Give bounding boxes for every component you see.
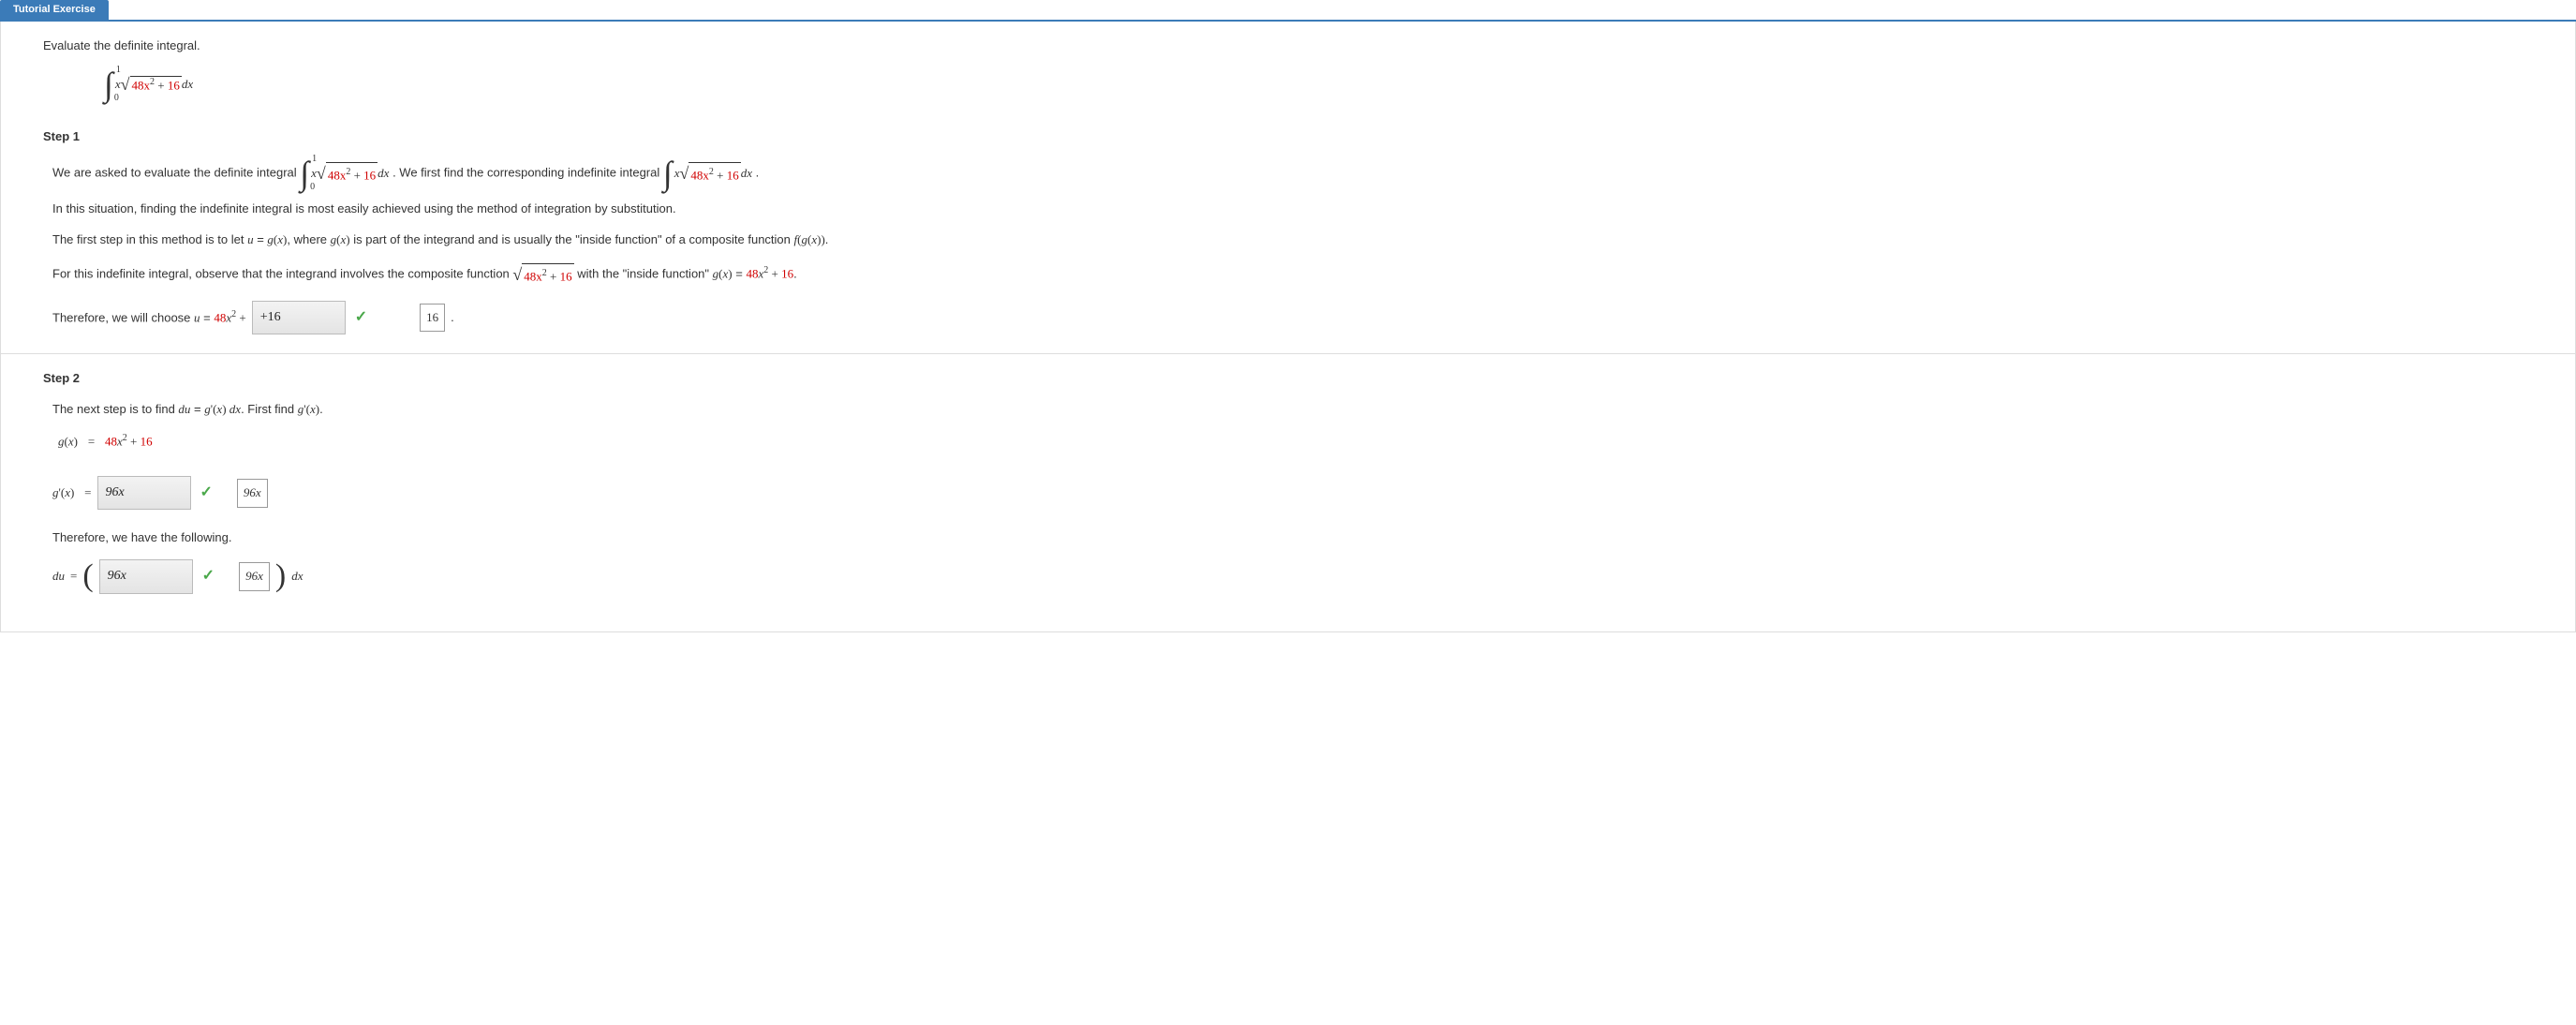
r: ): [70, 485, 74, 499]
eq: =: [88, 434, 95, 448]
tab-header: Tutorial Exercise: [0, 0, 2576, 21]
coef: 48: [105, 434, 117, 448]
k: 16: [141, 434, 153, 448]
prompt-text: Evaluate the definite integral.: [43, 38, 2533, 52]
eq: =: [84, 485, 91, 499]
t: Therefore, we will choose: [52, 310, 194, 324]
t: , where: [287, 232, 330, 246]
step1-label: Step 1: [43, 129, 2533, 143]
coef: 48: [214, 310, 226, 324]
p: +: [236, 310, 246, 324]
c: 48x: [524, 269, 542, 283]
p: +: [127, 434, 141, 448]
r: ): [74, 434, 78, 448]
sqrt-term-coef: 48x: [132, 79, 151, 93]
val: 96x: [108, 569, 126, 583]
val: 96x: [245, 569, 263, 583]
t: .: [319, 402, 323, 416]
step2-gx: g(x) = 48x2 + 16: [58, 429, 2533, 453]
reference-answer-2: 96x: [237, 479, 268, 508]
answer-input-1[interactable]: +16: [252, 301, 346, 335]
k: 16: [560, 269, 572, 283]
val: 96x: [106, 485, 125, 499]
rparen: ): [275, 560, 286, 592]
eq: =: [254, 232, 268, 246]
t: .: [825, 232, 829, 246]
dx: dx: [227, 402, 242, 416]
p: +: [547, 269, 560, 283]
step2-body: The next step is to find du = g'(x) dx. …: [52, 398, 2533, 594]
lparen: (: [82, 560, 93, 592]
p: +: [768, 267, 781, 281]
reference-answer-1: 16: [420, 304, 445, 333]
integral-upper: 1: [116, 66, 121, 75]
answer-input-2[interactable]: 96x: [97, 476, 191, 511]
t: For this indefinite integral, observe th…: [52, 267, 512, 281]
def-integral-inline: ∫ 1 0 x √ 48x2 + 16 dx: [300, 156, 389, 190]
k: 16: [727, 168, 739, 182]
t: is part of the integrand and is usually …: [350, 232, 794, 246]
lower: 0: [310, 183, 315, 192]
sqrt: √ 48x2 + 16: [121, 75, 182, 95]
step2-du-row: du = ( 96x ✓ 96x ) dx: [52, 559, 2533, 594]
integral-lower: 0: [114, 94, 119, 103]
t: .: [793, 267, 797, 281]
eq: =: [733, 267, 747, 281]
k: 16: [781, 267, 793, 281]
reference-answer-3: 96x: [239, 562, 270, 591]
dx: dx: [378, 162, 389, 186]
indef-integral-inline: ∫ x √ 48x2 + 16 dx: [663, 156, 752, 190]
val: 96x: [244, 485, 261, 499]
integral-sign: ∫ 1 0: [104, 67, 113, 101]
step1-p4: For this indefinite integral, observe th…: [52, 259, 2533, 290]
t: . We first find the corresponding indefi…: [392, 165, 663, 179]
step1-answer-row: Therefore, we will choose u = 48x2 + +16…: [52, 301, 2533, 335]
eq: =: [70, 565, 77, 588]
step2-p1: The next step is to find du = g'(x) dx. …: [52, 398, 2533, 422]
step1-p3: The first step in this method is to let …: [52, 229, 2533, 252]
t: .: [451, 306, 454, 330]
step2-label: Step 2: [43, 371, 2533, 385]
coef: 48: [746, 267, 758, 281]
dx: dx: [291, 565, 303, 588]
t: The next step is to find: [52, 402, 178, 416]
t: We are asked to evaluate the definite in…: [52, 165, 300, 179]
t: The first step in this method is to let: [52, 232, 247, 246]
check-icon: ✓: [200, 479, 213, 507]
c: 48x: [328, 168, 347, 182]
t: with the "inside function": [577, 267, 712, 281]
plus: +: [155, 79, 168, 93]
answer-input-3[interactable]: 96x: [99, 559, 193, 594]
step2-gpx-row: g'(x) = 96x ✓ 96x: [52, 476, 2533, 511]
step2-p3: Therefore, we have the following.: [52, 527, 2533, 550]
dx: dx: [741, 162, 752, 186]
const: 16: [168, 79, 180, 93]
sqrt-inline: √ 48x2 + 16: [512, 259, 573, 290]
display-integral: ∫ 1 0 x √ 48x2 + 16 dx: [104, 67, 2533, 101]
content-area: Evaluate the definite integral. ∫ 1 0 x …: [0, 22, 2576, 632]
dx: dx: [182, 77, 193, 92]
step-separator: [1, 353, 2575, 354]
p: +: [714, 168, 727, 182]
c: 48x: [690, 168, 709, 182]
du: du: [178, 402, 190, 416]
check-icon: ✓: [355, 304, 367, 332]
t: . First find: [241, 402, 298, 416]
eq: =: [190, 402, 204, 416]
check-icon: ✓: [202, 562, 215, 590]
step1-p1: We are asked to evaluate the definite in…: [52, 156, 2533, 190]
step1-body: We are asked to evaluate the definite in…: [52, 156, 2533, 334]
du: du: [52, 565, 65, 588]
p: +: [350, 168, 363, 182]
tab-label: Tutorial Exercise: [0, 0, 109, 21]
t: .: [756, 165, 760, 179]
k: 16: [363, 168, 376, 182]
step1-p2: In this situation, finding the indefinit…: [52, 198, 2533, 221]
eq: =: [200, 310, 215, 324]
